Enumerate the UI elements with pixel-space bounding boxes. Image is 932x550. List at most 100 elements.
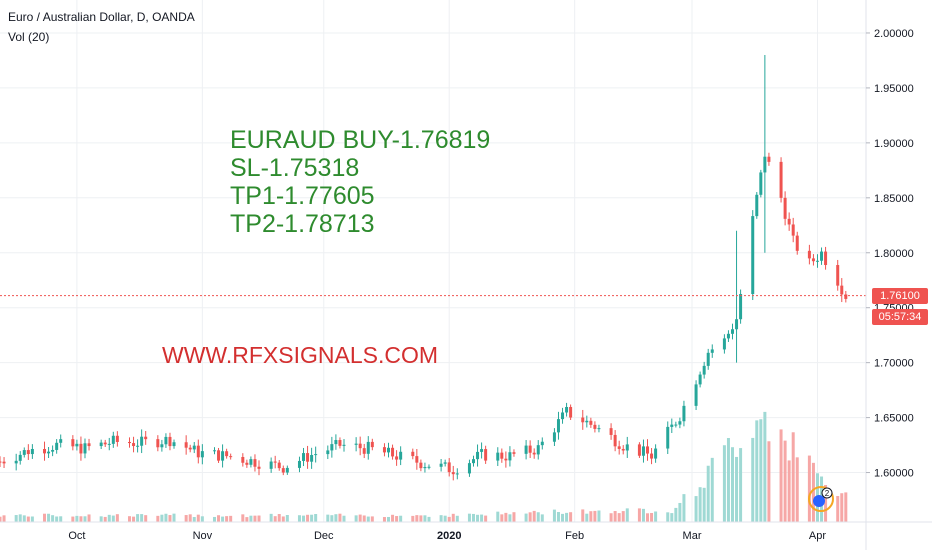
- candle-body: [326, 450, 330, 455]
- candle-body: [471, 459, 475, 464]
- volume-bar: [759, 419, 763, 522]
- volume-bar: [791, 432, 795, 522]
- volume-bar: [111, 515, 115, 522]
- candle-body: [613, 434, 617, 447]
- candle-body: [314, 454, 318, 456]
- candle-body: [225, 451, 229, 457]
- price-tick-label: 1.80000: [874, 248, 914, 260]
- volume-bar: [43, 513, 47, 522]
- candle-body: [646, 446, 650, 454]
- candle-body: [617, 446, 621, 449]
- candle-body: [144, 436, 148, 440]
- candle-body: [164, 436, 168, 445]
- volume-bar: [613, 511, 617, 522]
- candle-body: [500, 452, 504, 459]
- candle-body: [229, 456, 233, 458]
- time-axis[interactable]: Oct Nov Dec 2020 Feb Mar Apr: [68, 530, 826, 542]
- volume-bar: [536, 512, 540, 522]
- volume-bar: [694, 496, 698, 522]
- candle-body: [59, 439, 63, 443]
- volume-bar: [229, 515, 233, 522]
- candle-body: [87, 443, 91, 447]
- candle-body: [512, 452, 516, 454]
- candle-body: [552, 432, 556, 442]
- candle-body: [467, 463, 471, 474]
- volume-bar: [467, 513, 471, 522]
- volume-bar: [115, 514, 119, 522]
- volume-bar: [840, 493, 844, 522]
- volume-bar: [47, 513, 51, 522]
- volume-bar: [650, 512, 654, 522]
- price-tick-label: 1.65000: [874, 413, 914, 425]
- candle-body: [200, 451, 204, 458]
- volume-bar: [508, 514, 512, 522]
- candle-body: [156, 439, 160, 448]
- candle-body: [245, 462, 249, 465]
- candle-body: [565, 406, 569, 413]
- candle-body: [427, 466, 431, 468]
- candle-body: [302, 453, 306, 461]
- volume-bar: [399, 515, 403, 522]
- chart-grid: [0, 0, 866, 522]
- candle-body: [706, 352, 710, 366]
- candle-body: [730, 329, 734, 334]
- candle-body: [589, 420, 593, 425]
- volume-bar: [136, 514, 140, 522]
- volume-bar: [565, 512, 569, 522]
- volume-bar: [362, 515, 366, 522]
- candle-body: [670, 424, 674, 427]
- volume-bar: [168, 515, 172, 522]
- volume-bar: [354, 515, 358, 522]
- volume-bar: [471, 513, 475, 522]
- candle-body: [285, 467, 289, 473]
- candle-body: [338, 440, 342, 446]
- candle-body: [395, 456, 399, 460]
- candle-body: [297, 460, 301, 468]
- volume-bar: [30, 516, 34, 522]
- candle-body: [682, 405, 686, 422]
- candle-body: [844, 294, 848, 299]
- candle-body: [755, 194, 759, 217]
- volume-bar: [306, 514, 310, 522]
- candle-body: [115, 435, 119, 442]
- candle-body: [253, 459, 257, 467]
- candle-body: [26, 450, 30, 455]
- candle-body: [14, 460, 18, 464]
- volume-bar: [249, 515, 253, 522]
- volume-bar: [269, 513, 273, 522]
- volume-bar: [103, 516, 107, 522]
- candle-body: [536, 445, 540, 455]
- volume-bar: [342, 515, 346, 522]
- volume-bar: [455, 515, 459, 522]
- candle-body: [641, 446, 645, 456]
- candle-body: [735, 319, 739, 330]
- candle-body: [698, 374, 702, 385]
- time-tick-label: Dec: [314, 530, 334, 542]
- volume-bar: [245, 517, 249, 522]
- candle-body: [739, 294, 743, 320]
- candle-body: [593, 424, 597, 429]
- candle-body: [726, 333, 730, 339]
- candle-body: [480, 449, 484, 452]
- candle-body: [382, 447, 386, 453]
- volume-bar: [87, 514, 91, 522]
- candle-body: [791, 224, 795, 236]
- volume-bar: [739, 448, 743, 522]
- candle-body: [330, 444, 334, 451]
- candle-body: [47, 451, 51, 454]
- candle-body: [79, 443, 83, 454]
- volume-bar: [698, 487, 702, 522]
- candle-body: [83, 443, 87, 454]
- candle-body: [306, 453, 310, 462]
- volume-bar: [678, 502, 682, 522]
- candle-body: [107, 443, 111, 445]
- tradingview-logo-icon[interactable]: 2: [806, 484, 836, 514]
- volume-bar: [14, 515, 18, 522]
- volume-bar: [532, 510, 536, 522]
- price-axis[interactable]: 1.600001.650001.700001.750001.800001.850…: [866, 28, 914, 480]
- candle-body: [654, 448, 658, 459]
- volume-bar: [730, 447, 734, 522]
- candle-body: [476, 451, 480, 460]
- candle-body: [451, 472, 455, 475]
